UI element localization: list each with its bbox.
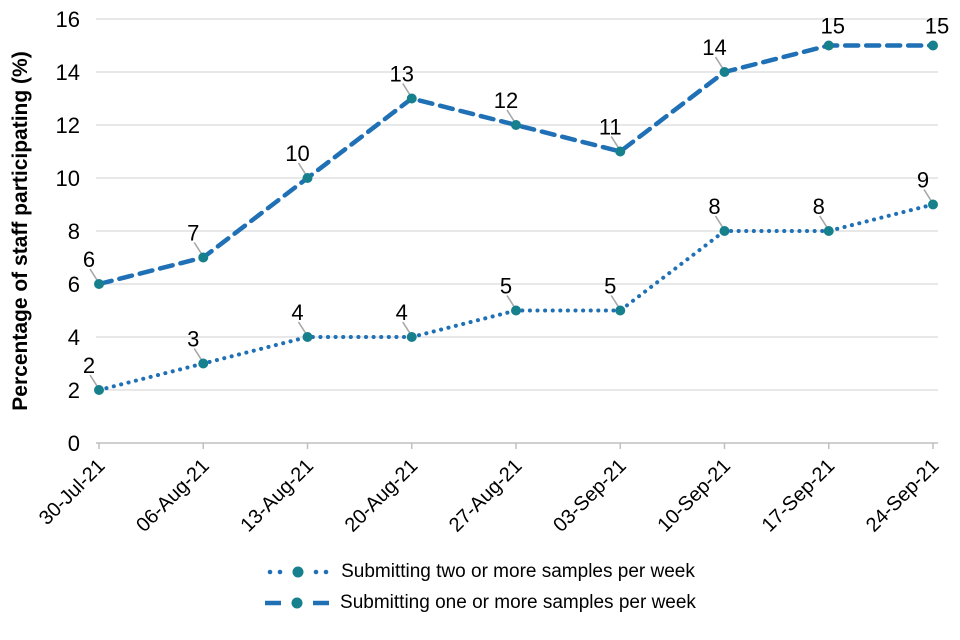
legend-label-one-or-more: Submitting one or more samples per week [340, 592, 696, 613]
data-point-marker [615, 305, 626, 316]
y-axis-title: Percentage of staff participating (%) [9, 51, 32, 411]
data-point-marker [719, 226, 730, 236]
label-leader-line [193, 348, 202, 360]
data-point-marker [615, 146, 626, 157]
label-leader-line [89, 268, 98, 281]
x-axis-label: 20-Aug-21 [341, 455, 423, 537]
x-axis-label: 13-Aug-21 [236, 455, 318, 537]
data-label: 9 [917, 168, 929, 193]
series-line-dotted [97, 202, 935, 392]
data-label: 8 [708, 194, 720, 219]
data-point-marker [823, 40, 834, 51]
label-leader-line [402, 83, 411, 95]
y-axis-tick-label: 8 [68, 219, 80, 244]
label-leader-line [923, 189, 932, 201]
data-point-marker [406, 332, 417, 342]
data-point-marker [94, 385, 104, 395]
data-point-marker [511, 120, 521, 130]
label-leader-line [402, 321, 411, 334]
legend-label-two-or-more: Submitting two or more samples per week [341, 561, 695, 582]
label-leader-line [193, 242, 202, 254]
label-leader-line [610, 295, 619, 307]
x-axis-label: 03-Sep-21 [549, 455, 631, 537]
y-axis-tick-label: 4 [68, 325, 80, 350]
x-axis-label: 30-Jul-21 [35, 455, 110, 530]
data-point-marker [302, 173, 313, 183]
x-axis-label: 17-Sep-21 [758, 455, 840, 537]
data-point-marker [511, 305, 521, 316]
dotted-line-swatch-icon [267, 566, 329, 578]
data-label: 8 [813, 194, 825, 219]
label-leader-line [297, 162, 307, 175]
data-label: 5 [604, 274, 616, 299]
label-leader-line [89, 374, 98, 387]
legend-item-two-or-more: Submitting two or more samples per week [265, 561, 695, 583]
data-label: 11 [599, 115, 622, 140]
data-label: 4 [291, 300, 303, 325]
y-axis-tick-label: 12 [56, 113, 80, 138]
data-point-marker [198, 252, 209, 263]
data-label: 2 [83, 353, 95, 378]
y-axis-tick-label: 6 [68, 272, 80, 297]
y-axis-tick-label: 0 [68, 431, 80, 456]
legend: Submitting two or more samples per week … [0, 561, 960, 614]
y-axis-tick-label: 2 [68, 378, 80, 403]
data-label: 15 [925, 14, 949, 39]
data-label: 5 [500, 274, 512, 299]
label-leader-line [506, 295, 515, 307]
x-axis-label: 24-Sep-21 [862, 455, 944, 537]
data-point-marker [719, 67, 730, 77]
data-label: 13 [390, 62, 414, 87]
data-label: 14 [702, 35, 726, 60]
label-leader-line [819, 215, 828, 228]
y-axis-tick-label: 14 [56, 60, 80, 85]
x-axis-label: 27-Aug-21 [445, 455, 527, 537]
data-label: 4 [396, 300, 408, 325]
label-leader-line [297, 321, 307, 334]
data-point-marker [823, 226, 834, 236]
data-label: 7 [187, 221, 199, 246]
label-leader-line [714, 56, 724, 69]
data-label: 12 [494, 88, 518, 113]
x-axis-label: 06-Aug-21 [132, 455, 214, 537]
data-point-marker [928, 40, 938, 51]
x-axis-label: 10-Sep-21 [653, 455, 735, 537]
y-axis-tick-label: 10 [56, 166, 80, 191]
legend-item-one-or-more: Submitting one or more samples per week [264, 592, 696, 614]
label-leader-line [714, 215, 724, 228]
y-axis-tick-label: 16 [56, 7, 80, 32]
data-point-marker [302, 332, 313, 342]
data-label: 10 [285, 141, 309, 166]
label-leader-line [506, 109, 515, 122]
data-point-marker [406, 93, 417, 104]
data-label: 6 [83, 247, 95, 272]
dashed-line-swatch-icon [265, 597, 330, 609]
data-point-marker [198, 358, 209, 369]
label-leader-line [610, 136, 619, 148]
data-point-marker [94, 279, 104, 289]
series-line-dashed [96, 43, 936, 287]
data-label: 15 [821, 14, 845, 39]
data-label: 3 [187, 327, 199, 352]
data-point-marker [928, 199, 938, 210]
